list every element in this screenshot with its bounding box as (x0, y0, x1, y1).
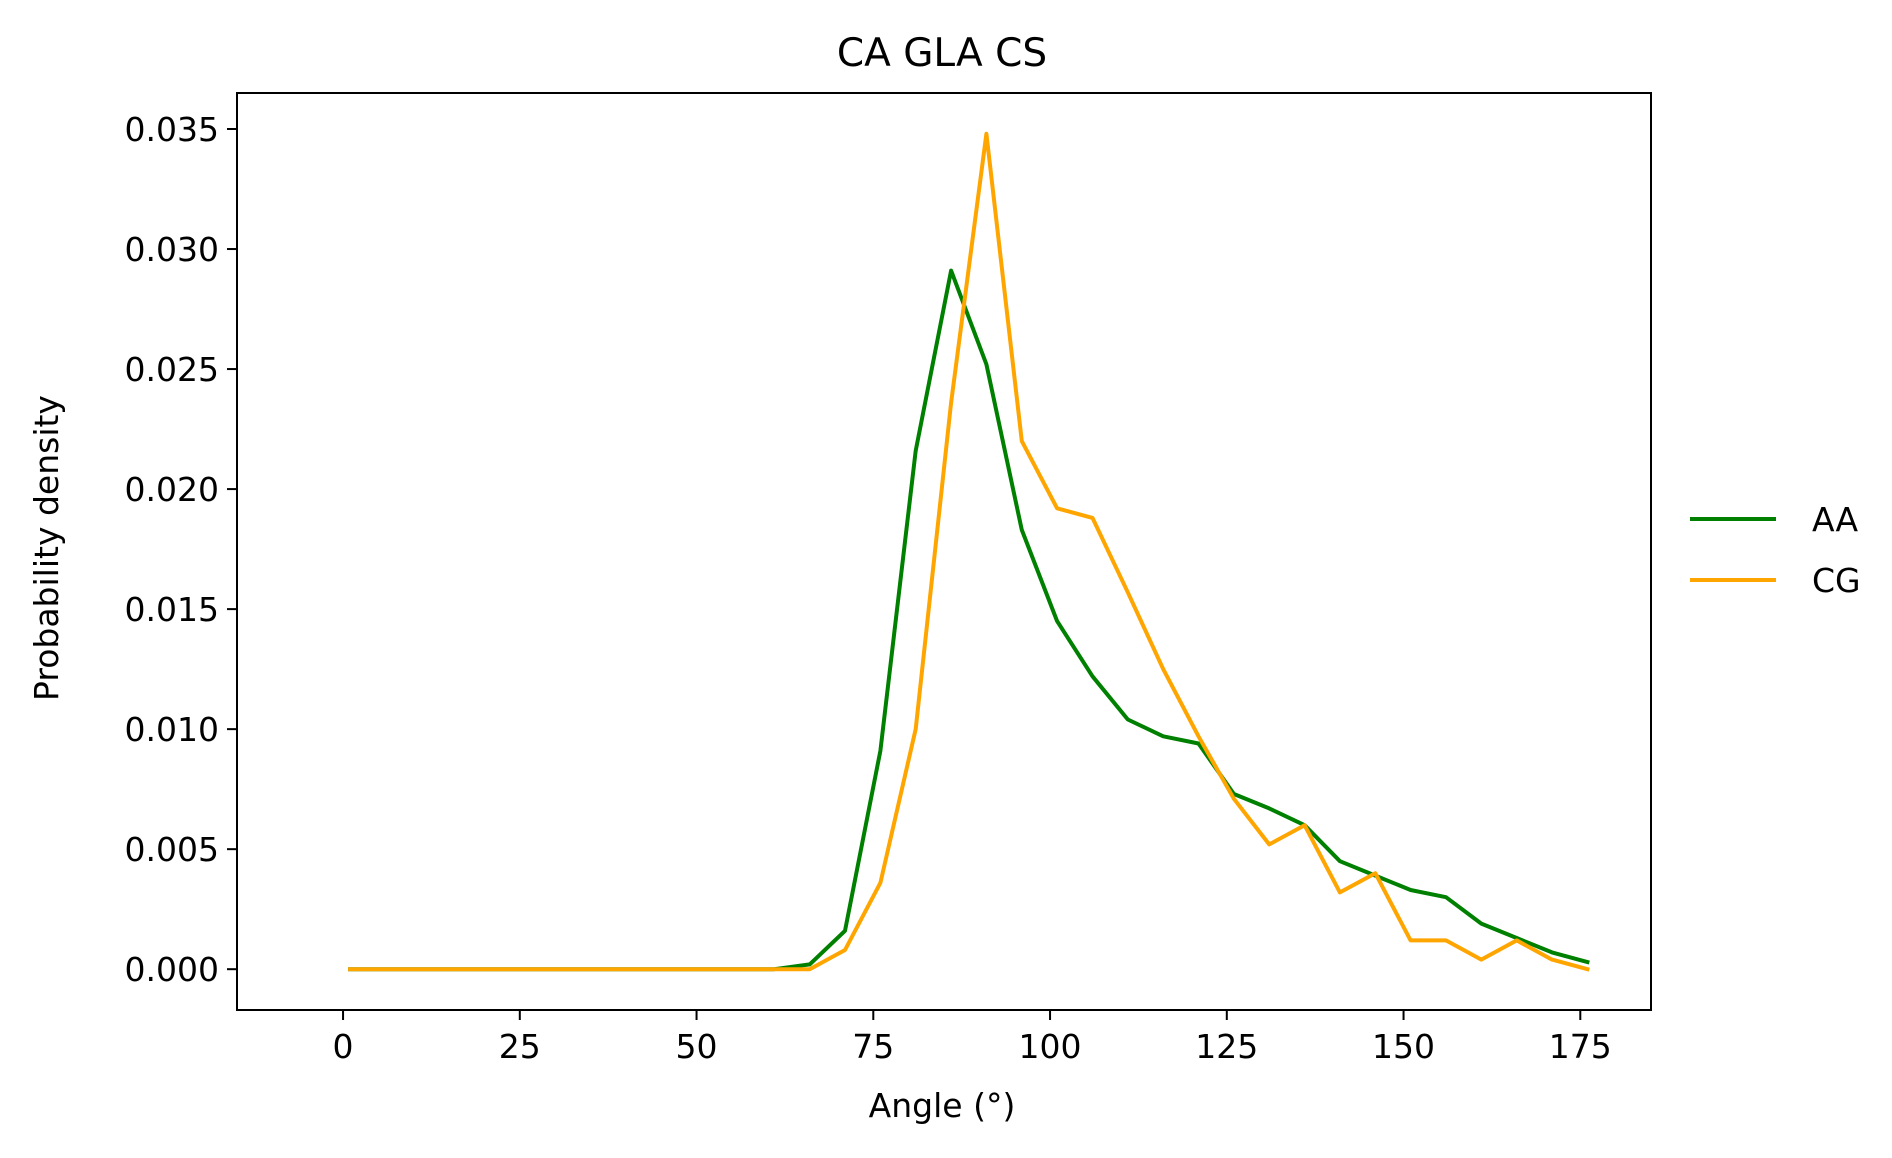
legend: AA CG (1690, 500, 1861, 600)
series-line-cg (348, 131, 1590, 972)
x-axis-label: Angle (°) (869, 1086, 1016, 1125)
legend-label-cg: CG (1812, 561, 1861, 600)
y-axis-label: Probability density (27, 395, 66, 701)
y-tick-label: 0.005 (125, 830, 219, 869)
x-tick-label: 0 (333, 1027, 354, 1066)
y-tick-label: 0.035 (125, 110, 219, 149)
y-tick-label: 0.025 (125, 350, 219, 389)
x-tick-label: 50 (676, 1027, 718, 1066)
legend-label-aa: AA (1812, 500, 1858, 539)
y-tick-label: 0.020 (125, 470, 219, 509)
y-tick-label: 0.030 (125, 230, 219, 269)
plot-frame (236, 92, 1652, 1011)
x-tick-label: 75 (852, 1027, 894, 1066)
x-tick-label: 25 (499, 1027, 541, 1066)
y-tick-label: 0.000 (125, 950, 219, 989)
x-tick-label: 100 (1019, 1027, 1082, 1066)
y-tick-label: 0.015 (125, 590, 219, 629)
x-tick-label: 125 (1195, 1027, 1258, 1066)
y-tick-label: 0.010 (125, 710, 219, 749)
x-tick-label: 175 (1549, 1027, 1612, 1066)
series-lines (348, 131, 1590, 972)
chart-title: CA GLA CS (837, 31, 1047, 76)
x-tick-label: 150 (1372, 1027, 1435, 1066)
plot-area: 0 25 50 75 100 125 150 175 0.000 0.005 0.010 0.015 0… (125, 92, 1652, 1066)
